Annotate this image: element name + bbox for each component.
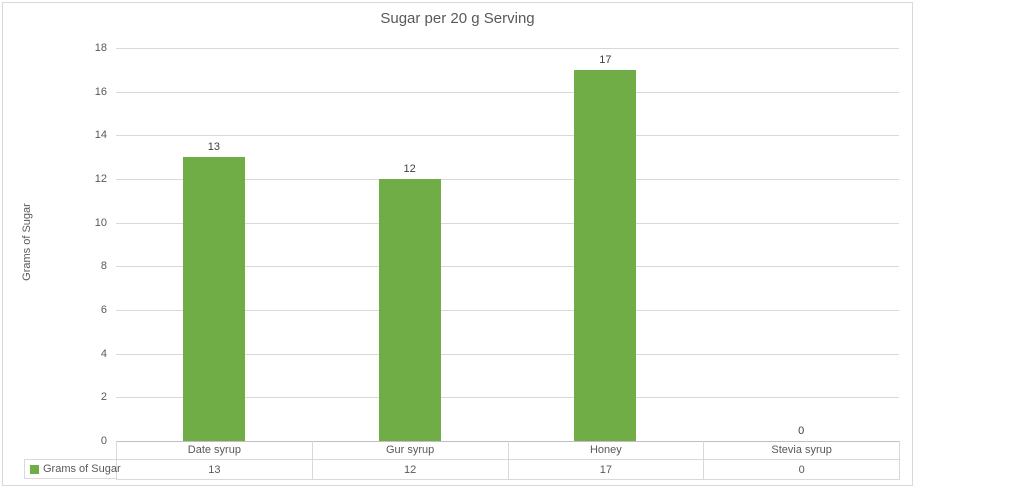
bar-date-syrup — [182, 157, 245, 441]
table-legend-cell: Grams of Sugar — [24, 459, 121, 479]
y-tick-label: 6 — [100, 304, 107, 316]
value-cell: 12 — [311, 460, 508, 479]
plot-area: 13 12 17 0 — [116, 48, 899, 442]
chart-title: Sugar per 20 g Serving — [380, 10, 535, 27]
legend-label: Grams of Sugar — [43, 463, 121, 475]
value-cell: 13 — [116, 460, 312, 479]
y-tick-label: 18 — [94, 42, 107, 54]
category-cell: Date syrup — [116, 441, 312, 459]
category-cell: Gur syrup — [311, 441, 508, 459]
data-label: 12 — [403, 163, 416, 175]
category-cell: Honey — [507, 441, 704, 459]
table-category-row: Date syrup Gur syrup Honey Stevia syrup — [116, 441, 900, 460]
data-label: 17 — [599, 53, 612, 66]
y-tick-label: 14 — [94, 129, 107, 142]
gridline — [116, 48, 899, 49]
y-tick-label: 8 — [100, 260, 107, 273]
gridline — [116, 179, 899, 180]
series-color-swatch-icon — [30, 464, 39, 474]
gridline — [116, 135, 899, 137]
gridline — [116, 91, 899, 93]
gridline — [116, 222, 899, 224]
table-value-row: 13 12 17 0 — [116, 460, 900, 480]
y-tick-label: 0 — [100, 435, 107, 447]
y-tick-label: 2 — [100, 391, 107, 404]
gridline — [116, 266, 899, 268]
bar-honey — [574, 69, 637, 441]
category-cell: Stevia syrup — [703, 441, 899, 459]
y-tick-label: 10 — [94, 216, 107, 229]
y-tick-label: 12 — [94, 173, 107, 185]
data-label: 0 — [798, 425, 805, 437]
value-cell: 17 — [507, 460, 704, 479]
data-label: 13 — [207, 141, 220, 154]
chart-frame[interactable]: Sugar per 20 g Serving Grams of Sugar 0 2… — [2, 2, 913, 486]
y-tick-label: 16 — [94, 85, 107, 98]
gridline — [116, 353, 899, 355]
gridline — [116, 397, 899, 399]
value-cell: 0 — [703, 460, 899, 479]
bar-gur-syrup — [378, 179, 441, 441]
y-tick-label: 4 — [100, 347, 107, 360]
gridline — [116, 310, 899, 311]
